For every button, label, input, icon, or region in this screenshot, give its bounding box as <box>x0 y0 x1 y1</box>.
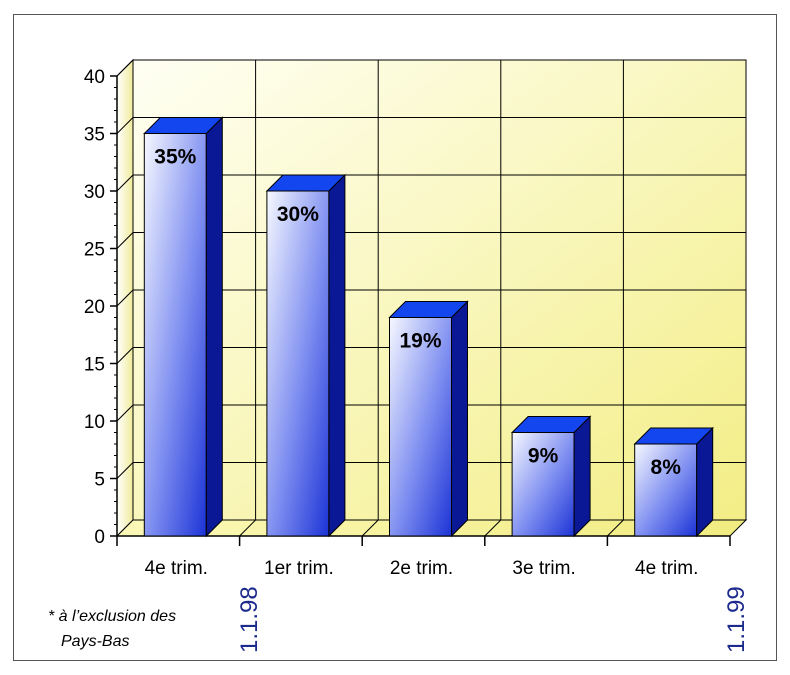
bar <box>143 116 224 538</box>
gridline-floor <box>484 519 502 537</box>
gridline-floor <box>361 519 379 537</box>
y-tick-label: 35 <box>84 125 105 146</box>
gridline-left-wall <box>116 59 134 77</box>
footnote-line-2: Pays-Bas <box>61 633 129 650</box>
bar-top <box>633 427 714 445</box>
gridline-floor <box>239 519 256 537</box>
bar <box>265 173 347 538</box>
bar <box>388 300 469 538</box>
date-marker-end: 1.1.99 <box>723 586 750 653</box>
category-labels: 4e trim. 1er trim. 2e trim. 3e trim. 4e trim… <box>145 558 699 579</box>
gridline-left-wall <box>116 232 134 249</box>
y-tick-label: 15 <box>84 355 105 376</box>
gridline-left-wall <box>116 117 134 134</box>
x-axis <box>116 535 731 546</box>
bar-top <box>510 416 592 433</box>
y-tick-label: 5 <box>94 470 105 491</box>
gridline-left-wall <box>116 347 134 364</box>
bar-front <box>634 443 698 537</box>
y-tick-label: 30 <box>84 182 105 203</box>
y-axis: 0 5 10 15 20 25 30 35 40 <box>84 67 118 548</box>
bar-top <box>143 117 224 134</box>
category-label: 4e trim. <box>635 558 698 579</box>
data-label: 9% <box>528 445 559 468</box>
bar-side <box>328 173 346 538</box>
bar-front <box>511 432 575 537</box>
gridline-left-wall <box>116 462 134 479</box>
bar-front <box>143 133 207 537</box>
gridline-left-wall <box>116 404 134 422</box>
data-label: 19% <box>399 330 441 353</box>
y-tick-label: 0 <box>94 527 105 548</box>
footnote-line-1: * à l’exclusion des <box>48 608 176 625</box>
data-label: 30% <box>277 203 319 226</box>
category-label: 1er trim. <box>264 558 334 579</box>
data-label: 35% <box>154 146 196 169</box>
category-label: 2e trim. <box>390 558 453 579</box>
bar-top <box>265 174 347 192</box>
bar-chart: 0 5 10 15 20 25 30 35 40 35% 30% 19% 9% 8% 4e trim. 1… <box>48 58 750 653</box>
bar-side <box>205 116 223 538</box>
y-tick-label: 40 <box>84 67 105 88</box>
y-tick-label: 20 <box>84 297 105 318</box>
date-marker-start: 1.1.98 <box>236 586 263 653</box>
bar-side <box>451 300 468 538</box>
bars <box>143 116 714 538</box>
y-tick-label: 10 <box>84 412 105 433</box>
category-label: 4e trim. <box>145 558 208 579</box>
bar-side <box>573 415 591 538</box>
bar <box>633 426 714 538</box>
gridline-left-wall <box>116 289 134 307</box>
bar-front <box>266 190 330 537</box>
bar-side <box>696 426 714 538</box>
gridline-left-wall <box>116 174 134 192</box>
bar-top <box>388 301 469 318</box>
category-label: 3e trim. <box>512 558 575 579</box>
y-tick-label: 25 <box>84 240 105 261</box>
bar-front <box>389 317 452 537</box>
gridline-floor <box>607 519 624 537</box>
bar <box>510 415 592 538</box>
data-labels: 35% 30% 19% 9% 8% <box>154 146 681 480</box>
chart-frame: 0 5 10 15 20 25 30 35 40 35% 30% 19% 9% 8% 4e trim. 1… <box>13 14 777 661</box>
data-label: 8% <box>651 456 682 479</box>
